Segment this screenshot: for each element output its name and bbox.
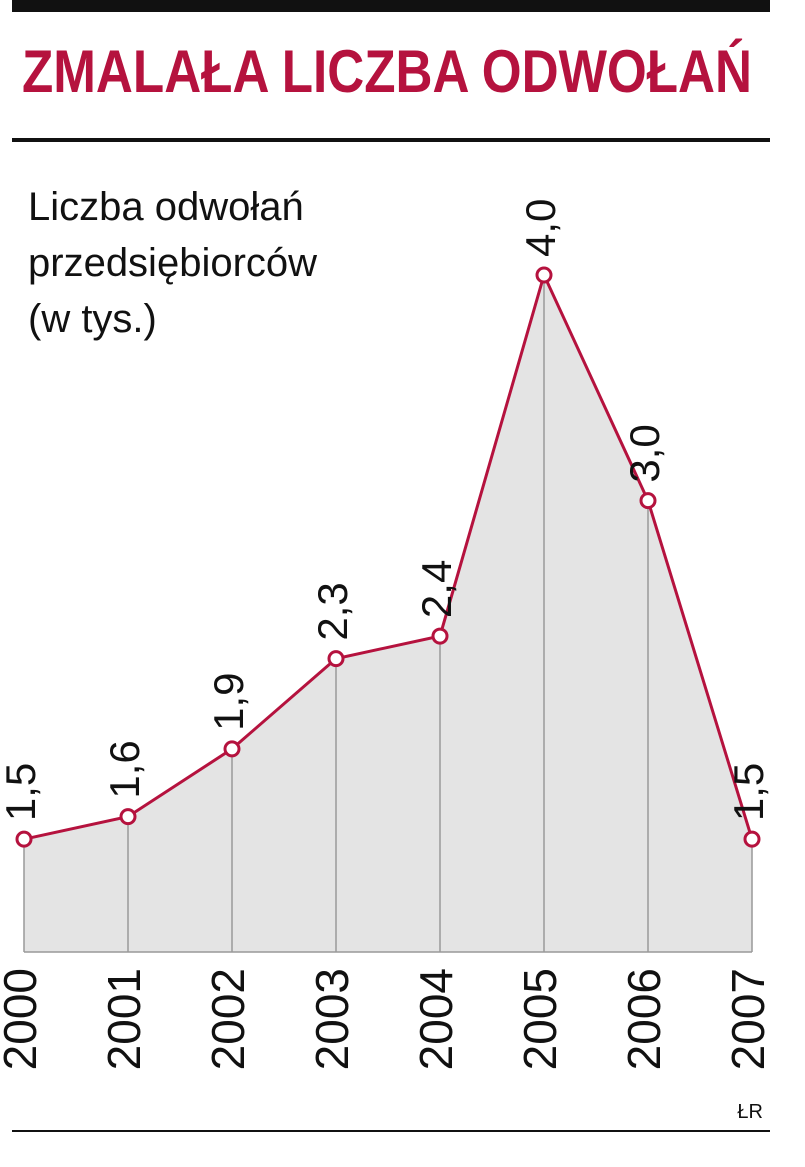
x-tick-label: 2006 [618, 968, 670, 1070]
area [24, 275, 752, 952]
point [119, 808, 137, 826]
chart-title: ZMALAŁA LICZBA ODWOŁAŃ [22, 38, 752, 105]
value-label: 1,5 [725, 763, 772, 821]
value-label: 1,6 [101, 740, 148, 798]
value-label: 2,4 [413, 560, 460, 618]
x-tick-label: 2002 [202, 968, 254, 1070]
x-tick-label: 2001 [98, 968, 150, 1070]
top-bar [12, 0, 770, 12]
source: ŁR [737, 1101, 763, 1123]
x-tick-label: 2004 [410, 968, 462, 1070]
value-label: 3,0 [621, 424, 668, 482]
bottom-rule [12, 1130, 770, 1132]
x-tick-label: 2007 [722, 968, 774, 1070]
value-label: 4,0 [517, 199, 564, 257]
point [15, 830, 33, 848]
point [535, 266, 553, 284]
value-label: 1,9 [205, 673, 252, 731]
subtitle: przedsiębiorców [28, 241, 317, 285]
x-tick-label: 2000 [0, 968, 46, 1070]
line [23, 270, 754, 841]
subtitle: (w tys.) [28, 297, 157, 341]
title-rule [12, 138, 770, 142]
value-label: 2,3 [309, 582, 356, 640]
point [743, 830, 761, 848]
point [639, 492, 657, 510]
subtitle: Liczba odwołań [28, 185, 304, 229]
point [223, 740, 241, 758]
value-label: 1,5 [0, 763, 44, 821]
x-tick-label: 2003 [306, 968, 358, 1070]
point [327, 650, 345, 668]
x-tick-label: 2005 [514, 968, 566, 1070]
point [431, 627, 449, 645]
